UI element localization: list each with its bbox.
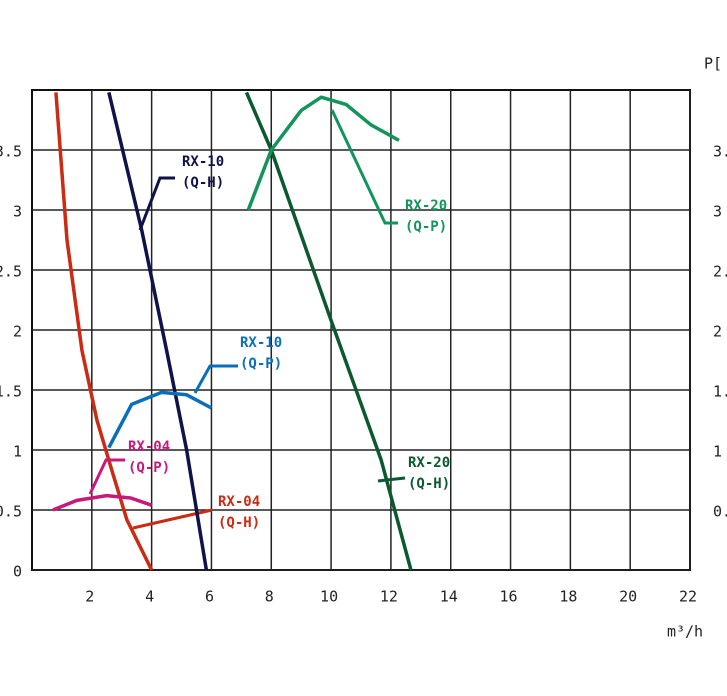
y-tick-label: 0.5 [0,503,22,521]
x-tick-label: 20 [619,588,637,606]
y-tick-label: 3.5 [0,143,22,161]
series-line [54,92,154,571]
series-line [246,95,400,211]
series-name: RX-20 [408,455,450,471]
x-axis-label: m³/h [667,623,703,641]
series-label: (Q-P) [240,356,282,372]
x-tick-label: 8 [265,588,274,606]
x-tick-label: 16 [500,588,518,606]
y2-tick-label: 2.5 [713,263,727,281]
x-tick-label: 4 [145,588,154,606]
leader-line [88,458,125,495]
x-tick-label: 10 [320,588,338,606]
y-tick-label: 1.5 [0,383,22,401]
x-tick-label: 14 [440,588,458,606]
series-name: RX-04 [218,494,260,510]
leader-line [193,364,238,394]
y2-tick-label: 3.5 [713,143,727,161]
x-tick-label: 12 [380,588,398,606]
y2-tick-label: 1.5 [713,383,727,401]
y2-tick-label: 3 [713,203,722,221]
x-tick-label: 6 [205,588,214,606]
y2-axis-label: P[ [704,55,722,73]
series-line [52,493,153,512]
series-label: (Q-P) [128,460,170,476]
leader-line [377,476,406,483]
y-tick-label: 2 [13,323,22,341]
series-line [107,91,209,571]
leader-line [138,176,175,231]
leader-line [330,109,398,225]
leader-line [132,508,213,530]
series-name: RX-20 [405,198,447,214]
series-line [244,91,413,571]
y2-tick-label: 1 [713,443,722,461]
x-tick-label: 18 [559,588,577,606]
y-tick-label: 2.5 [0,263,22,281]
series-label: (Q-H) [408,476,450,492]
series-label: (Q-P) [405,219,447,235]
y-tick-label: 0 [13,563,22,581]
y-tick-label: 3 [13,203,22,221]
series-name: RX-04 [128,439,170,455]
series-line [107,390,213,449]
x-tick-label: 2 [85,588,94,606]
x-tick-label: 22 [679,588,697,606]
y2-tick-label: 2 [713,323,722,341]
series-label: (Q-H) [218,515,260,531]
series-name: RX-10 [182,154,224,170]
y-tick-label: 1 [13,443,22,461]
series-label: (Q-H) [182,175,224,191]
y2-tick-label: 0.5 [713,503,727,521]
series-name: RX-10 [240,335,282,351]
